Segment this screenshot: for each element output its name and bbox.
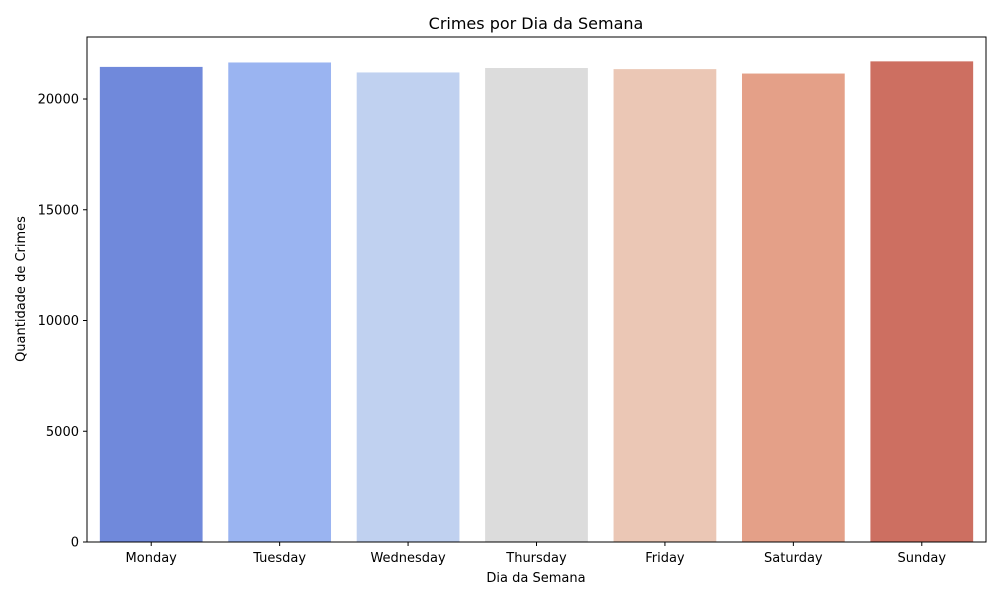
bar-wednesday: [356, 72, 460, 542]
plot-frame: [86, 36, 987, 543]
x-tick-label-wednesday: Wednesday: [370, 551, 446, 566]
bar-monday: [99, 66, 203, 543]
x-tick-label-saturday: Saturday: [764, 551, 823, 566]
y-axis-label: Quantidade de Crimes: [14, 216, 29, 362]
y-tick-label-5000: 5000: [46, 425, 79, 440]
bars-group: [99, 61, 974, 543]
bar-tuesday: [228, 62, 332, 542]
chart-title: Crimes por Dia da Semana: [429, 14, 644, 33]
x-tick-label-friday: Friday: [645, 551, 685, 566]
y-tick-label-15000: 15000: [38, 203, 79, 218]
bar-thursday: [485, 68, 588, 542]
bar-sunday: [870, 61, 974, 542]
x-tick-label-monday: Monday: [126, 551, 178, 566]
x-axis-ticks: Monday Tuesday Wednesday Thursday Friday Satu…: [126, 542, 946, 566]
y-axis-ticks: 0 5000 10000 15000 20000: [38, 93, 87, 551]
y-tick-label-10000: 10000: [38, 314, 79, 329]
y-tick-label-0: 0: [71, 536, 79, 551]
x-axis-label: Dia da Semana: [486, 571, 585, 586]
bar-friday: [613, 69, 717, 543]
axes-frame: [86, 36, 987, 543]
y-tick-label-20000: 20000: [38, 93, 79, 108]
bar-saturday: [741, 73, 845, 542]
x-tick-label-sunday: Sunday: [897, 551, 946, 566]
x-tick-label-thursday: Thursday: [505, 551, 567, 566]
x-tick-label-tuesday: Tuesday: [252, 551, 306, 566]
